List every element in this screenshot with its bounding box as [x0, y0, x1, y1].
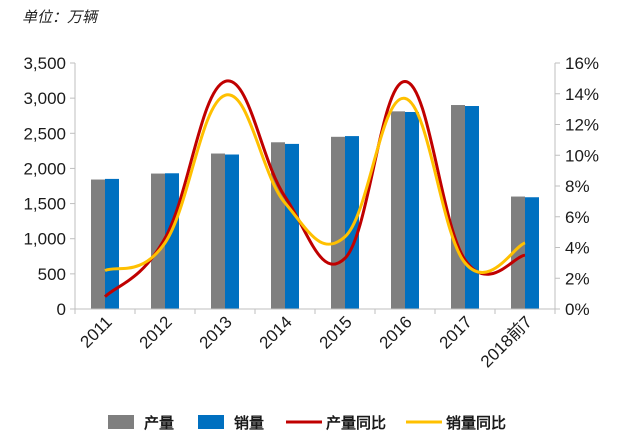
x-tick-label: 2011	[77, 312, 116, 351]
legend-swatch-销量	[198, 415, 224, 429]
y-right-tick-label: 0%	[565, 300, 590, 319]
y-right-tick-label: 14%	[565, 85, 599, 104]
y-right-tick-label: 10%	[565, 146, 599, 165]
bar-产量-2014	[271, 142, 285, 309]
legend-label-销量: 销量	[234, 414, 264, 432]
legend-label-产量同比: 产量同比	[326, 414, 386, 432]
bar-销量-2012	[165, 173, 179, 309]
unit-label: 单位：万辆	[22, 8, 98, 26]
bar-销量-2016	[405, 111, 419, 310]
bar-销量-2014	[285, 143, 299, 309]
y-right-tick-label: 8%	[565, 177, 590, 196]
y-left-tick-label: 3,500	[23, 54, 66, 73]
bar-layer	[91, 105, 539, 310]
line-销量同比	[104, 93, 526, 274]
bar-产量-2016	[391, 111, 405, 310]
bar-销量-2015	[345, 136, 359, 309]
y-right-tick-label: 6%	[565, 208, 590, 227]
x-tick-label: 2012	[136, 312, 176, 352]
legend: 产量 销量 产量同比 销量同比	[108, 414, 506, 432]
y-right-tick-label: 2%	[565, 269, 590, 288]
line-layer	[103, 79, 526, 298]
x-tick-label: 2017	[436, 312, 476, 352]
legend-label-产量: 产量	[144, 414, 174, 432]
y-left-tick-label: 3,000	[23, 89, 66, 108]
y-left-tick-label: 500	[38, 265, 66, 284]
y-left-tick-label: 2,500	[23, 124, 66, 143]
bar-产量-2012	[151, 173, 165, 309]
x-tick-label: 2013	[196, 312, 236, 352]
bar-产量-2017	[451, 105, 465, 310]
bar-产量-2015	[331, 136, 345, 309]
x-tick-label: 2014	[256, 312, 296, 352]
y-left-tick-label: 2,000	[23, 159, 66, 178]
legend-label-销量同比: 销量同比	[446, 414, 506, 432]
bar-销量-2011	[105, 178, 119, 309]
bar-销量-2013	[225, 154, 239, 309]
y-left-tick-label: 1,000	[23, 230, 66, 249]
y-right-tick-label: 12%	[565, 116, 599, 135]
y-right-tick-label: 4%	[565, 239, 590, 258]
bar-产量-2013	[211, 153, 225, 309]
x-tick-label: 2016	[376, 312, 416, 352]
y-right-tick-label: 16%	[565, 54, 599, 73]
bar-销量-2017	[465, 106, 479, 309]
y-left-tick-label: 0	[57, 300, 66, 319]
y-left-tick-label: 1,500	[23, 195, 66, 214]
line-产量同比	[103, 79, 526, 298]
x-tick-label: 2018前7	[477, 312, 536, 371]
x-tick-label: 2015	[316, 312, 356, 352]
bar-销量-2018前7	[525, 197, 539, 309]
bar-产量-2018前7	[511, 196, 525, 309]
legend-swatch-产量	[108, 415, 134, 429]
bar-产量-2011	[91, 179, 105, 309]
